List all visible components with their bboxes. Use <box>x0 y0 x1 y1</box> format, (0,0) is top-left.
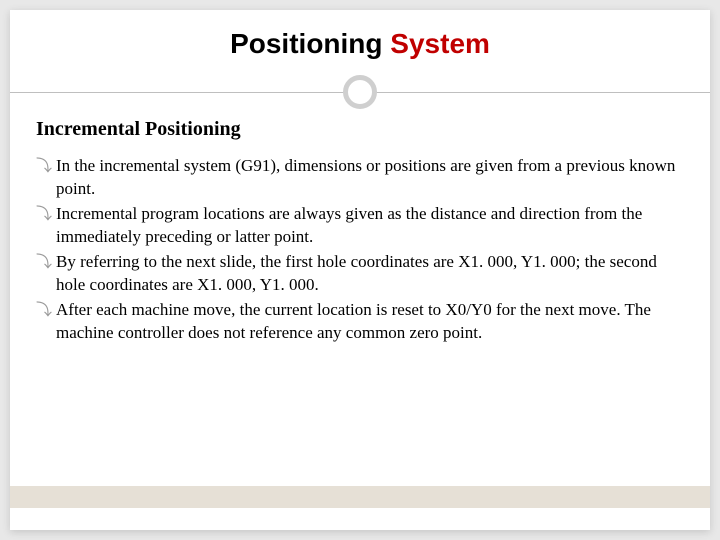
bullet-glyph-icon: ⤵ <box>36 155 56 178</box>
bullet-text: After each machine move, the current loc… <box>56 299 684 345</box>
title-part-1: Positioning <box>230 28 390 59</box>
bullet-text: By referring to the next slide, the firs… <box>56 251 684 297</box>
list-item: ⤵ Incremental program locations are alwa… <box>36 203 684 249</box>
bullet-glyph-icon: ⤵ <box>36 251 56 274</box>
title-part-accent: System <box>390 28 490 59</box>
bullet-glyph-icon: ⤵ <box>36 299 56 322</box>
bullet-text: In the incremental system (G91), dimensi… <box>56 155 684 201</box>
list-item: ⤵ After each machine move, the current l… <box>36 299 684 345</box>
footer-band <box>10 486 710 508</box>
slide-title: Positioning System <box>10 10 710 68</box>
subtitle: Incremental Positioning <box>10 112 710 155</box>
list-item: ⤵ By referring to the next slide, the fi… <box>36 251 684 297</box>
bullet-glyph-icon: ⤵ <box>36 203 56 226</box>
bullet-text: Incremental program locations are always… <box>56 203 684 249</box>
list-item: ⤵ In the incremental system (G91), dimen… <box>36 155 684 201</box>
slide: Positioning System Incremental Positioni… <box>10 10 710 530</box>
divider-circle-icon <box>343 75 377 109</box>
bullet-list: ⤵ In the incremental system (G91), dimen… <box>10 155 710 345</box>
title-divider <box>10 72 710 112</box>
